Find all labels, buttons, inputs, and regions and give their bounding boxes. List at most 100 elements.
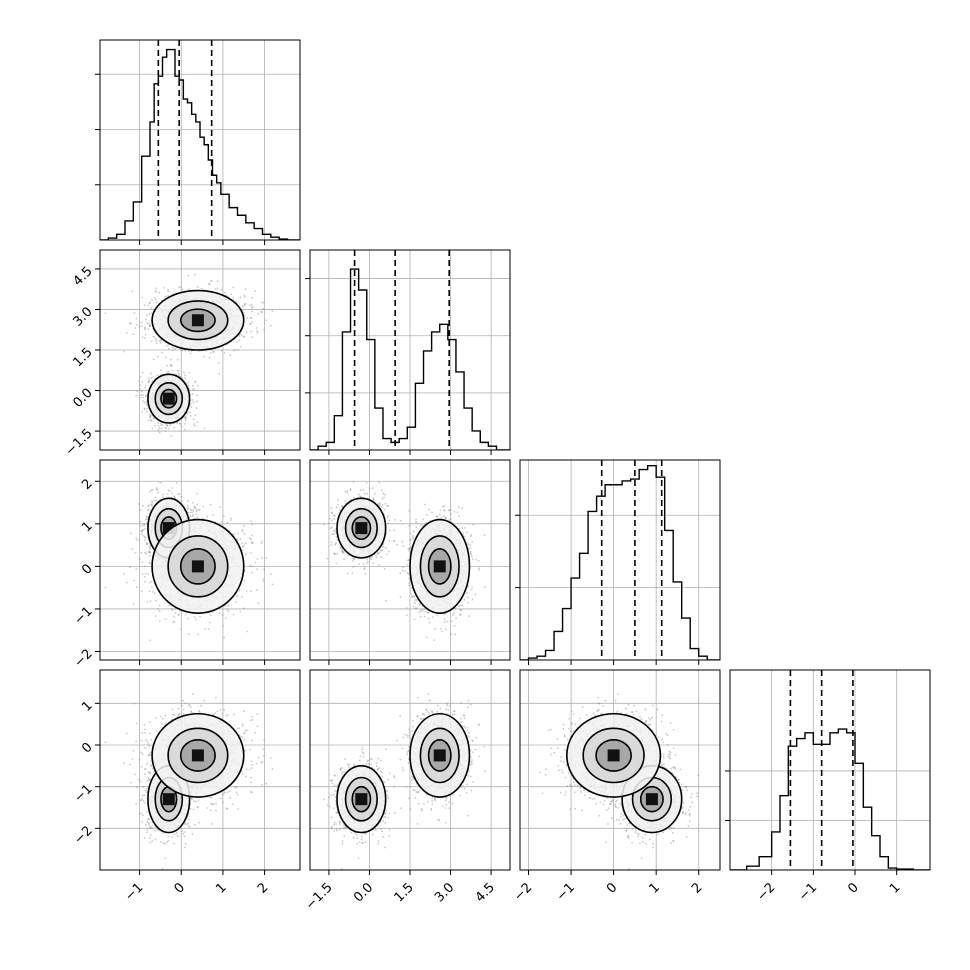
scatter-point xyxy=(148,551,151,554)
scatter-point xyxy=(193,505,196,508)
scatter-point xyxy=(232,613,235,616)
scatter-point xyxy=(238,339,241,342)
scatter-point xyxy=(139,558,141,561)
scatter-point xyxy=(132,602,135,605)
scatter-point xyxy=(147,381,150,384)
scatter-point xyxy=(157,355,159,358)
scatter-point xyxy=(153,335,156,338)
scatter-point xyxy=(151,586,153,588)
scatter-point xyxy=(148,545,151,548)
scatter-point xyxy=(135,568,138,571)
scatter-point xyxy=(256,330,259,332)
scatter-point xyxy=(166,364,169,367)
scatter-point xyxy=(171,347,174,349)
scatter-point xyxy=(169,490,171,492)
density-peak xyxy=(162,392,175,405)
scatter-point xyxy=(165,427,168,429)
scatter-point xyxy=(151,501,154,504)
scatter-point xyxy=(245,590,248,592)
scatter-point xyxy=(172,621,175,623)
scatter-point xyxy=(257,602,260,605)
scatter-point xyxy=(144,539,146,541)
scatter-point xyxy=(226,521,229,524)
scatter-point xyxy=(170,607,173,610)
scatter-point xyxy=(241,528,244,531)
scatter-point xyxy=(158,620,161,622)
scatter-point xyxy=(149,581,151,584)
scatter-point xyxy=(145,515,148,518)
scatter-point xyxy=(220,349,223,352)
histogram-step xyxy=(100,48,300,240)
scatter-point xyxy=(149,419,152,421)
scatter-point xyxy=(140,325,143,327)
scatter-point xyxy=(202,517,205,520)
scatter-point xyxy=(232,286,235,289)
scatter-point xyxy=(189,414,192,417)
scatter-point xyxy=(150,489,153,492)
scatter-point xyxy=(256,331,259,334)
scatter-point xyxy=(269,324,272,327)
scatter-point xyxy=(144,528,146,530)
y-tick-label: 1.5 xyxy=(70,345,95,370)
scatter-point xyxy=(243,580,246,583)
scatter-point xyxy=(151,505,154,508)
scatter-point xyxy=(125,581,128,584)
scatter-point xyxy=(192,418,195,421)
scatter-point xyxy=(196,421,199,423)
scatter-point xyxy=(186,508,189,510)
histogram-step xyxy=(310,268,510,450)
scatter-point xyxy=(144,328,146,331)
scatter-point xyxy=(153,592,156,595)
scatter-point xyxy=(148,325,151,327)
scatter-point xyxy=(158,339,161,342)
scatter-point xyxy=(148,312,151,315)
scatter-point xyxy=(227,610,230,613)
scatter-point xyxy=(191,511,194,514)
scatter-point xyxy=(243,335,246,338)
scatter-point xyxy=(160,339,163,342)
scatter-point xyxy=(141,380,143,383)
scatter-point xyxy=(161,493,164,496)
scatter-point xyxy=(144,333,147,336)
scatter-point xyxy=(155,339,158,342)
scatter-point xyxy=(159,369,162,372)
scatter-point xyxy=(177,372,180,375)
scatter-point xyxy=(149,415,152,418)
scatter-point xyxy=(241,305,244,308)
scatter-point xyxy=(250,552,253,554)
scatter-point xyxy=(238,335,241,337)
scatter-point xyxy=(158,431,161,434)
scatter-point xyxy=(147,551,150,554)
scatter-point xyxy=(164,426,167,429)
scatter-point xyxy=(143,522,146,525)
y-tick-label: 0 xyxy=(79,561,95,577)
scatter-point xyxy=(141,504,144,507)
scatter-point xyxy=(144,518,147,521)
scatter-point xyxy=(207,627,210,630)
scatter-point xyxy=(173,496,176,499)
scatter-point xyxy=(184,374,186,376)
scatter-point xyxy=(155,291,157,293)
scatter-point xyxy=(144,395,147,398)
scatter-point xyxy=(244,542,247,545)
scatter-point xyxy=(154,424,156,427)
scatter-point xyxy=(151,299,153,301)
panel-frame xyxy=(99,249,301,451)
scatter-point xyxy=(186,504,189,507)
scatter-point xyxy=(169,424,172,427)
scatter-point xyxy=(232,349,235,352)
scatter-point xyxy=(202,505,205,508)
scatter-point xyxy=(217,362,220,364)
scatter-point xyxy=(188,388,191,390)
scatter-point xyxy=(241,546,244,548)
scatter-point xyxy=(146,543,148,546)
scatter-point xyxy=(145,552,147,555)
scatter-point xyxy=(150,503,153,506)
scatter-point xyxy=(218,373,221,375)
scatter-point xyxy=(224,617,227,620)
scatter-point xyxy=(150,420,153,422)
scatter-point xyxy=(146,314,148,317)
scatter-point xyxy=(184,349,186,352)
scatter-point xyxy=(123,350,126,353)
scatter-point xyxy=(207,282,210,285)
